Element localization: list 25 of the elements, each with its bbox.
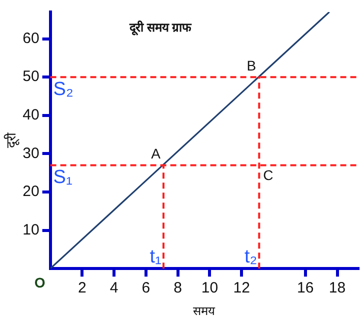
x-tick-label: 4 (110, 280, 118, 297)
x-tick-label: 12 (233, 280, 250, 297)
text: दूरी समय ग्राफ (128, 20, 192, 36)
ref-line-label: S₁ (53, 166, 72, 188)
annotation: A (151, 145, 162, 162)
ref-line-label: S₂ (53, 78, 74, 100)
y-tick-label: 60 (22, 30, 40, 47)
x-tick-label: 2 (78, 280, 86, 297)
x-tick-label: 6 (142, 280, 150, 297)
x-tick-label: 10 (201, 280, 218, 297)
x-axis-title: समय (193, 304, 216, 318)
annotation: B (246, 57, 256, 74)
y-tick-label: 40 (22, 106, 40, 124)
annotation: C (263, 167, 274, 184)
y-tick-label: 50 (22, 68, 40, 86)
y-tick-label: 20 (22, 183, 40, 200)
x-tick-label: 16 (297, 280, 314, 297)
ref-line-label: t₁ (150, 246, 162, 268)
y-tick-label: 10 (22, 221, 40, 238)
y-tick-label: 30 (22, 144, 40, 162)
x-tick-label: 18 (328, 280, 346, 297)
x-tick-label: 8 (174, 280, 182, 297)
text: O (34, 274, 46, 290)
ref-line-label: t₂ (244, 246, 258, 268)
y-axis-title: दूरी (3, 132, 20, 148)
